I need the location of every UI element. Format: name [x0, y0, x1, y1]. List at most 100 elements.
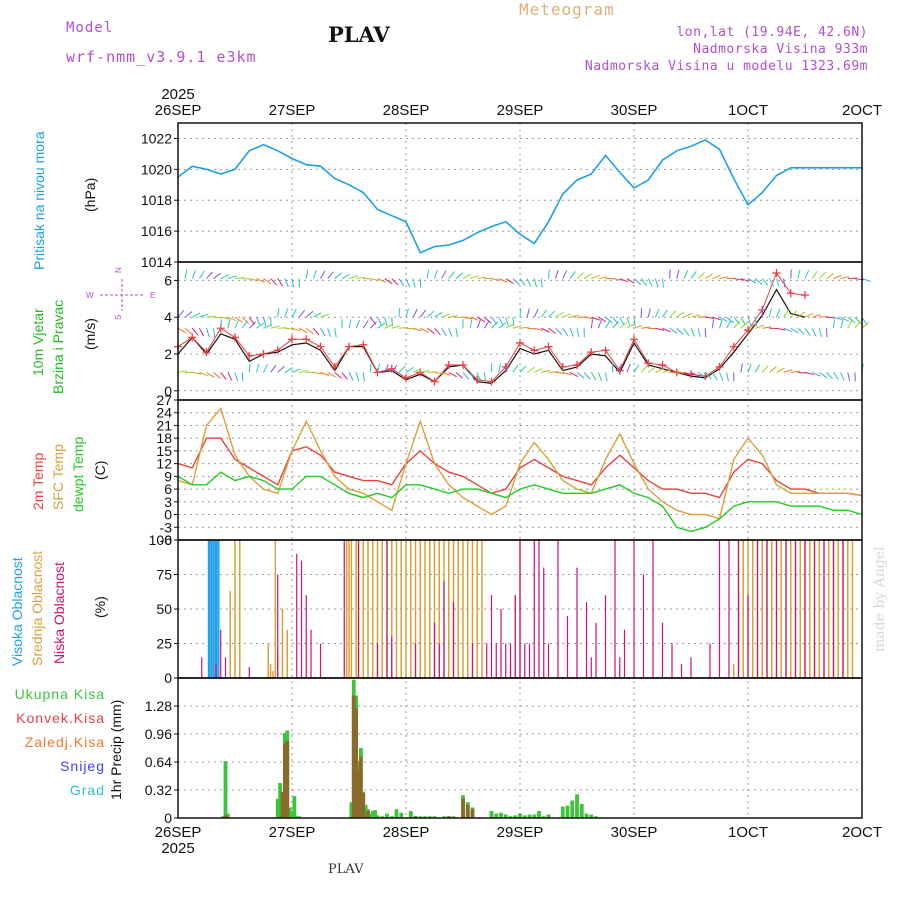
- wind-direction-arrow: [434, 327, 441, 336]
- y-tick-label: 0: [164, 670, 172, 686]
- wind-direction-arrow: [512, 325, 522, 329]
- precip-total-bar: [570, 800, 575, 818]
- wind-direction-arrow: [377, 363, 381, 373]
- wind-direction-arrow: [847, 319, 853, 329]
- wind-direction-arrow: [569, 314, 579, 318]
- precip-total-bar: [292, 796, 297, 818]
- compass-s: S: [114, 315, 123, 320]
- wind-direction-arrow: [733, 316, 741, 325]
- wind-direction-arrow: [704, 372, 712, 380]
- wind-direction-arrow: [662, 369, 672, 373]
- wind-direction-arrow: [220, 372, 227, 380]
- wind-direction-arrow: [427, 310, 435, 318]
- wind-direction-arrow: [783, 278, 786, 288]
- wind-direction-arrow: [206, 271, 213, 279]
- wind-direction-arrow: [647, 308, 651, 318]
- wind-direction-arrow: [384, 278, 393, 285]
- wind-direction-arrow: [811, 371, 821, 377]
- wind-direction-arrow: [697, 328, 701, 338]
- wind-direction-arrow: [719, 316, 728, 322]
- wind-direction-arrow: [584, 316, 594, 320]
- wind-direction-arrow: [184, 327, 193, 335]
- wind-direction-arrow: [291, 368, 301, 373]
- wind-direction-arrow: [255, 363, 260, 373]
- y-tick-label: 15: [156, 443, 172, 459]
- wind-direction-arrow: [391, 364, 398, 373]
- wind-direction-arrow: [590, 372, 597, 381]
- wind-gust-marker: [430, 377, 439, 386]
- precip-total-bar: [375, 815, 380, 818]
- wind-direction-arrow: [277, 365, 285, 373]
- wind-direction-arrow: [206, 371, 215, 378]
- wind-direction-arrow: [377, 316, 382, 326]
- wind-direction-arrow: [177, 309, 185, 318]
- panel-frame-0: [177, 122, 863, 263]
- precip-total-bar: [297, 816, 302, 818]
- precip-total-bar: [221, 816, 226, 818]
- precip-total-bar: [532, 814, 537, 818]
- precip-total-bar: [225, 813, 230, 818]
- wind-direction-arrow: [334, 272, 343, 279]
- y-tick-label: 0: [164, 383, 172, 399]
- wind-direction-arrow: [576, 372, 585, 379]
- wind-gust-marker: [288, 335, 296, 344]
- wind-direction-arrow: [370, 278, 380, 282]
- wind-direction-arrow: [719, 372, 724, 381]
- wind-direction-arrow: [420, 327, 429, 333]
- precip-total-bar: [432, 816, 437, 818]
- wind-gust-marker: [558, 362, 567, 371]
- wind-gust-marker: [516, 338, 524, 347]
- wind-direction-arrow: [198, 270, 205, 279]
- wind-direction-arrow: [241, 316, 249, 324]
- wind-direction-arrow: [405, 327, 416, 330]
- wind-direction-arrow: [427, 327, 435, 335]
- wind-direction-arrow: [776, 327, 786, 331]
- wind-direction-arrow: [512, 278, 520, 286]
- wind-direction-arrow: [327, 328, 332, 337]
- wind-gust-marker: [402, 373, 410, 382]
- wind-direction-arrow: [626, 323, 636, 329]
- wind-direction-arrow: [369, 363, 372, 373]
- wind-direction-arrow: [555, 311, 564, 318]
- wind-direction-arrow: [712, 274, 721, 280]
- wind-gust-marker: [302, 335, 311, 344]
- wind-direction-arrow: [647, 278, 653, 287]
- x-tick-bottom: 30SEP: [611, 824, 658, 841]
- wind-direction-arrow: [192, 371, 202, 375]
- wind-direction-arrow: [590, 319, 594, 329]
- precip-conv-bar: [280, 791, 285, 818]
- wind-direction-arrow: [227, 275, 237, 280]
- wind-direction-arrow: [313, 371, 323, 375]
- lonlat-info: lon,lat (19.94E, 42.6N): [676, 25, 868, 40]
- wind-direction-arrow: [819, 315, 829, 318]
- y-tick-label: 18: [156, 430, 172, 446]
- precip-total-bar: [594, 816, 598, 818]
- wind-direction-arrow: [491, 278, 501, 281]
- x-tick-top: 27SEP: [269, 102, 316, 119]
- precip-total-bar: [499, 812, 503, 818]
- x-tick-top: 29SEP: [497, 102, 544, 119]
- y-tick-label: 0.96: [145, 726, 172, 742]
- wind-direction-arrow: [391, 325, 401, 329]
- wind-direction-arrow: [854, 316, 862, 325]
- wind-direction-arrow: [270, 364, 277, 373]
- wind-gust-marker: [316, 342, 325, 351]
- wind-direction-arrow: [840, 372, 845, 381]
- x-tick-bottom: 2OCT: [842, 824, 882, 841]
- wind-direction-arrow: [362, 320, 369, 329]
- wind-gust-marker: [188, 333, 197, 342]
- wind-direction-arrow: [491, 321, 498, 329]
- wind-direction-arrow: [669, 371, 679, 373]
- wind-direction-arrow: [191, 327, 199, 336]
- wind-direction-arrow: [783, 327, 793, 333]
- wind-direction-arrow: [263, 317, 267, 327]
- wind-direction-arrow: [626, 317, 631, 326]
- wind-direction-arrow: [192, 312, 201, 318]
- wind-direction-arrow: [598, 276, 608, 280]
- wind-direction-arrow: [291, 309, 297, 318]
- wind-direction-arrow: [548, 327, 557, 334]
- wind-direction-arrow: [605, 320, 611, 329]
- wind-direction-arrow: [320, 327, 326, 337]
- wind-gust-marker: [259, 350, 268, 358]
- wind-direction-arrow: [462, 273, 472, 279]
